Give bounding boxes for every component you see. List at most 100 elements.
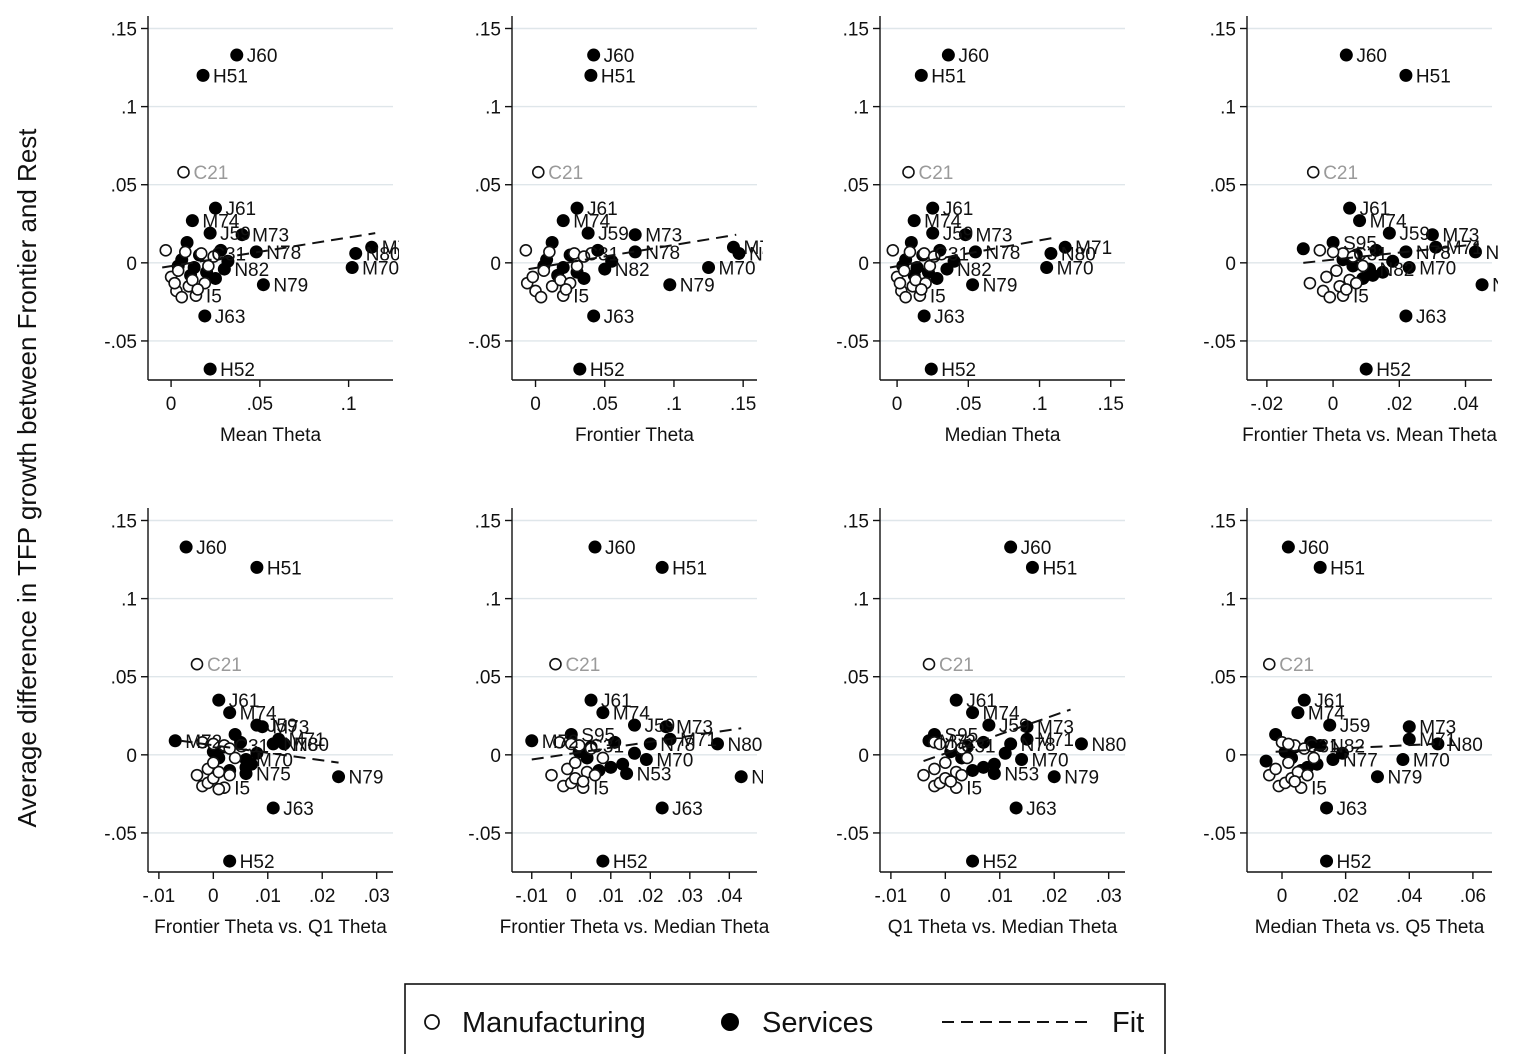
y-tick-label: -.05 [1203,824,1236,845]
services-point [1058,240,1072,254]
y-tick-label: .05 [475,668,501,689]
manufacturing-point [893,276,907,290]
services-point [604,760,618,774]
point-label-m73: M73 [676,718,713,739]
point-label-n78: N78 [985,243,1020,264]
scatter-panel-6: -.05 0 .05 .1 .15 -.01 0 .01 .02 .03 .04 Frontier T… [468,508,786,938]
services-point [208,271,222,285]
point-label-j63: J63 [1026,799,1057,820]
point-label-j59: J59 [220,224,251,245]
manufacturing-point [223,742,236,755]
fit-line [1303,243,1479,264]
point-label-h52: H52 [590,360,625,381]
point-label-m71: M71 [743,238,780,259]
x-tick-label: .04 [716,886,743,907]
services-point [976,760,990,774]
manufacturing-point [1301,768,1314,782]
y-tick-label: .05 [1210,176,1236,197]
y-tick-label: -.05 [104,332,137,353]
legend-label-fit: Fit [1112,1007,1144,1039]
services-point [587,309,601,323]
services-point [1074,737,1088,751]
services-point [958,228,972,242]
manufacturing-point [1282,756,1295,769]
manufacturing-point [543,245,556,259]
manufacturing-point [171,264,185,277]
manufacturing-point [939,756,952,769]
point-label-h52: H52 [240,852,275,873]
manufacturing-point [899,290,912,304]
point-label-j59: J59 [1399,224,1430,245]
manufacturing-point [178,245,192,259]
services-point [584,68,598,82]
manufacturing-point [922,657,936,671]
point-label-j63: J63 [672,799,703,820]
services-point [1335,746,1349,760]
services-point [203,362,217,376]
y-tick-label: 0 [490,746,501,767]
x-tick-label: 0 [530,394,541,415]
services-point [223,854,237,868]
x-tick-label: .02 [637,886,663,907]
x-tick-label: .01 [987,886,1013,907]
fit-line [162,232,376,269]
point-label-m74: M74 [1308,704,1345,725]
point-label-j61: J61 [229,691,260,712]
point-label-n77: N77 [1343,751,1378,772]
manufacturing-point [194,247,208,260]
point-label-m73: M73 [645,226,682,247]
scatter-panel-5: -.05 0 .05 .1 .15 -.01 0 .01 .02 .03 Frontier Thet… [104,508,393,938]
manufacturing-point [1313,244,1327,257]
manufacturing-point [537,264,551,277]
services-point [185,214,199,228]
services-point [659,720,673,734]
manufacturing-point [1262,657,1276,671]
y-tick-label: .15 [1210,511,1236,532]
point-label-n80: N80 [727,735,762,756]
point-label-m74: M74 [202,212,239,233]
services-point [256,278,270,292]
y-tick-label: .1 [121,590,137,611]
services-point [1323,718,1337,732]
y-tick-label: .15 [111,511,137,532]
legend-label-services: Services [762,1007,873,1039]
point-label-i5: I5 [930,287,946,308]
point-label-j59: J59 [267,716,298,737]
point-label-h52: H52 [220,360,255,381]
fit-line [889,236,1054,269]
manufacturing-point [897,264,911,277]
manufacturing-point [568,756,582,769]
x-tick-label: -.01 [143,886,176,907]
point-label-j61: J61 [587,199,618,220]
point-label-m74: M74 [613,704,650,725]
x-tick-label: .01 [255,886,281,907]
services-point [1326,236,1340,250]
point-label-n79: N79 [751,768,786,789]
point-label-m71: M71 [1446,238,1483,259]
fit-line [923,708,1071,763]
services-point [941,48,955,62]
point-label-n79: N79 [1064,768,1099,789]
x-tick-label: -.02 [1250,394,1283,415]
point-label-h51: H51 [1042,558,1077,579]
services-point [1281,540,1295,554]
services-point [564,728,578,742]
manufacturing-point [917,768,930,782]
y-tick-label: .15 [111,19,137,40]
services-point [1044,246,1058,260]
y-tick-label: .1 [485,590,501,611]
x-tick-label: .01 [598,886,624,907]
y-tick-label: 0 [126,746,137,767]
y-tick-label: .15 [843,511,869,532]
manufacturing-point [1326,245,1340,259]
x-tick-label: .15 [1098,394,1124,415]
point-label-j59: J59 [943,224,974,245]
point-label-c21: C21 [194,163,229,184]
y-tick-label: -.05 [836,824,869,845]
services-point [1402,261,1416,275]
services-point [710,737,724,751]
y-tick-label: .05 [111,176,137,197]
point-label-c31: C31 [1305,736,1340,757]
manufacturing-point [1330,264,1343,277]
